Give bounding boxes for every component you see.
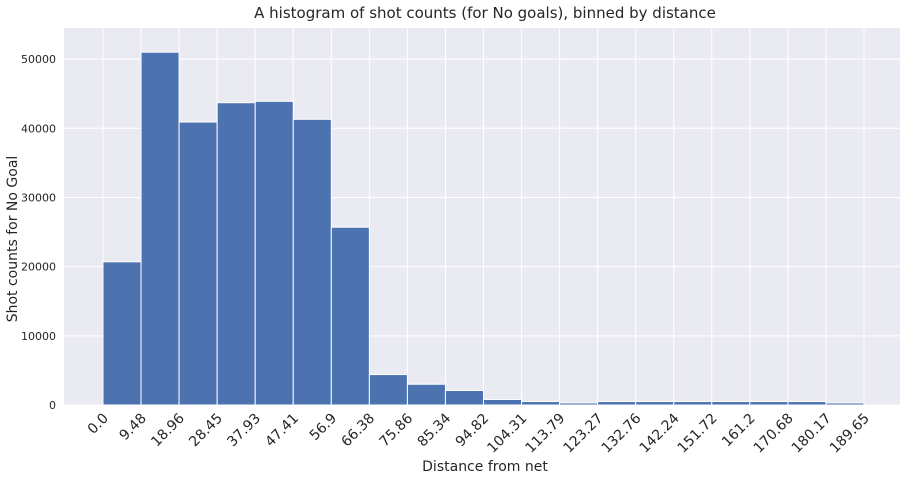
y-tick-label: 20000 (21, 261, 56, 274)
y-tick-label: 40000 (21, 122, 56, 135)
x-tick-label: 0.0 (85, 411, 112, 438)
x-tick-label: 37.93 (224, 411, 264, 451)
x-tick-label: 85.34 (415, 410, 455, 450)
histogram-bar (559, 402, 599, 406)
histogram-bar (140, 51, 180, 406)
x-tick-label: 66.38 (339, 411, 379, 451)
histogram-bar (292, 118, 332, 406)
x-tick-label: 28.45 (186, 411, 226, 451)
histogram-bar (406, 383, 446, 406)
histogram-bar (216, 102, 256, 406)
histogram-bar (749, 401, 789, 406)
histogram-bar (787, 401, 827, 406)
x-tick-label: 180.17 (789, 411, 835, 457)
x-tick-label: 47.41 (262, 411, 302, 451)
y-tick-label: 30000 (21, 191, 56, 204)
chart-title: A histogram of shot counts (for No goals… (254, 4, 716, 22)
histogram-bar (825, 402, 865, 406)
x-tick-label: 189.65 (827, 411, 873, 457)
histogram-bar (635, 401, 675, 406)
histogram-bar (330, 226, 370, 406)
histogram-bar (254, 100, 294, 406)
y-axis-label: Shot counts for No Goal (5, 156, 21, 323)
x-tick-label: 151.72 (675, 411, 721, 457)
histogram-bar (368, 374, 408, 406)
x-axis-label: Distance from net (422, 459, 548, 475)
histogram-bar (673, 401, 713, 406)
histogram-bar (521, 401, 561, 406)
y-tick-label: 50000 (21, 53, 56, 66)
histogram-bar (102, 261, 142, 406)
histogram-bar (597, 401, 637, 406)
x-tick-label: 142.24 (637, 410, 683, 456)
x-tick-label: 132.76 (599, 410, 645, 456)
x-tick-label: 9.48 (117, 411, 150, 444)
histogram-bar (711, 401, 751, 406)
x-tick-label: 113.79 (522, 411, 568, 457)
x-tick-label: 170.68 (751, 411, 797, 457)
y-tick-labels: 0 10000 20000 30000 40000 50000 (21, 53, 56, 412)
x-tick-label: 123.27 (561, 411, 607, 457)
x-tick-label: 18.96 (148, 410, 188, 450)
histogram-bar (444, 389, 484, 406)
bars (102, 51, 865, 406)
x-tick-label: 75.86 (377, 410, 417, 450)
x-tick-label: 104.31 (484, 411, 530, 457)
y-tick-label: 0 (49, 399, 56, 412)
histogram-bar (178, 121, 218, 406)
histogram-bar (482, 398, 523, 406)
y-tick-label: 10000 (21, 330, 56, 343)
x-tick-label: 56.9 (307, 411, 340, 444)
